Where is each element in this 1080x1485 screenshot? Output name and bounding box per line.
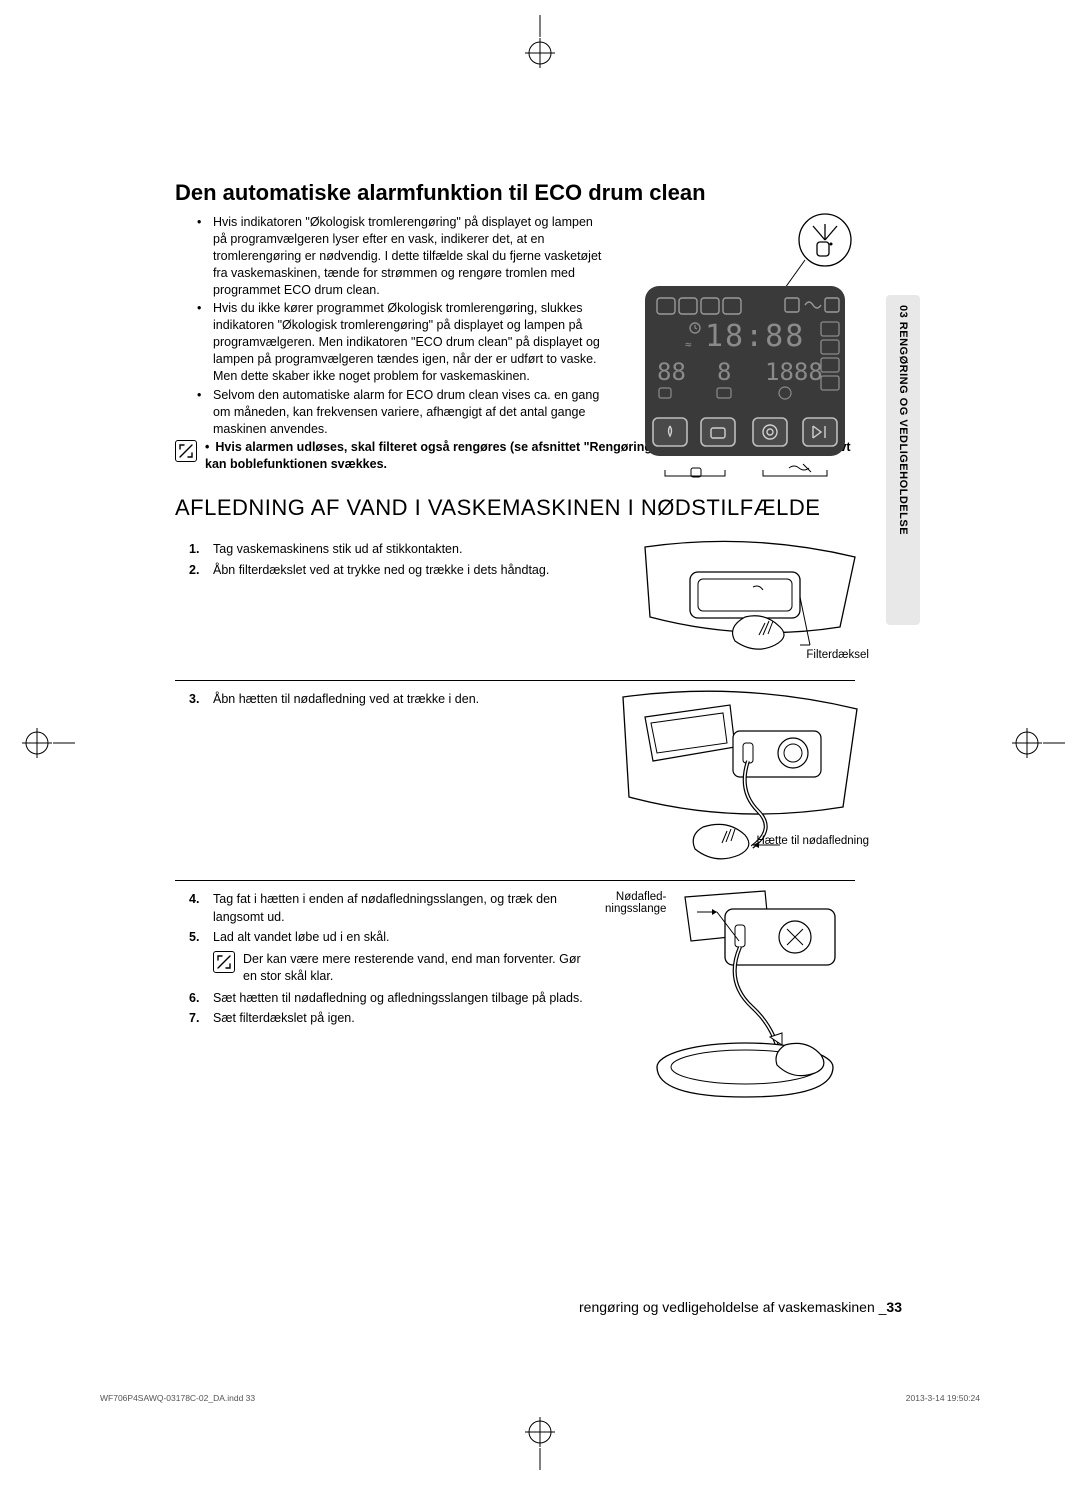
eco-bullet: Hvis du ikke kører programmet Økologisk …: [213, 300, 605, 384]
step-inline-note: Der kan være mere resterende vand, end m…: [213, 951, 595, 986]
export-timestamp: 2013-3-14 19:50:24: [906, 1393, 980, 1403]
running-footer: rengøring og vedligeholdelse af vaskemas…: [579, 1299, 902, 1315]
crop-mark-left: [15, 713, 75, 773]
eco-display-figure: 18:88 ≈ 88 8 1888: [635, 208, 865, 503]
crop-mark-bottom: [510, 1410, 570, 1470]
chapter-side-tab-label: 03 RENGØRING OG VEDLIGEHOLDELSE: [897, 305, 909, 535]
figure-label: Hætte til nødafledning: [756, 835, 869, 847]
drain-section: 1.Tag vaskemaskinens stik ud af stikkont…: [175, 531, 855, 1101]
crop-mark-top: [510, 15, 570, 75]
note-icon: [175, 440, 197, 462]
step-list: 3.Åbn hætten til nødafledning ved at træ…: [175, 691, 595, 866]
step-block-2: 3.Åbn hætten til nødafledning ved at træ…: [175, 681, 855, 881]
step-item: 2.Åbn filterdækslet ved at trykke ned og…: [213, 562, 595, 580]
indd-filename: WF706P4SAWQ-03178C-02_DA.indd 33: [100, 1393, 255, 1403]
step-list: 4.Tag fat i hætten i enden af nødafledni…: [175, 891, 595, 1087]
svg-text:18:88: 18:88: [705, 319, 805, 354]
page-content: Den automatiske alarmfunktion til ECO dr…: [175, 180, 855, 1101]
svg-text:8: 8: [717, 358, 731, 386]
chapter-side-tab: 03 RENGØRING OG VEDLIGEHOLDELSE: [886, 295, 920, 625]
step-item: 5.Lad alt vandet løbe ud i en skål.: [213, 929, 595, 947]
eco-bullet-list: Hvis indikatoren "Økologisk tromlerengør…: [175, 214, 605, 437]
svg-text:88: 88: [657, 358, 686, 386]
figure-drain-hose: Nødafled- ningsslange: [635, 887, 865, 1112]
step-list: 1.Tag vaskemaskinens stik ud af stikkont…: [175, 541, 595, 666]
figure-drain-cap: Hætte til nødafledning: [615, 687, 865, 882]
step-block-3: 4.Tag fat i hætten i enden af nødafledni…: [175, 881, 855, 1101]
svg-text:1888: 1888: [765, 358, 823, 386]
figure-filter-cover: Filterdæksel: [635, 537, 865, 682]
eco-heading: Den automatiske alarmfunktion til ECO dr…: [175, 180, 855, 206]
note-icon: [213, 951, 235, 973]
step-item: 1.Tag vaskemaskinens stik ud af stikkont…: [213, 541, 595, 559]
figure-label: Filterdæksel: [806, 649, 869, 661]
step-item: 7.Sæt filterdækslet på igen.: [213, 1010, 595, 1028]
step-item: 3.Åbn hætten til nødafledning ved at træ…: [213, 691, 595, 709]
eco-alarm-section: Den automatiske alarmfunktion til ECO dr…: [175, 180, 855, 473]
crop-mark-right: [1005, 713, 1065, 773]
step-item: 4.Tag fat i hætten i enden af nødafledni…: [213, 891, 595, 926]
step-item: 6.Sæt hætten til nødafledning og afledni…: [213, 990, 595, 1008]
eco-bullet: Hvis indikatoren "Økologisk tromlerengør…: [213, 214, 605, 298]
step-block-1: 1.Tag vaskemaskinens stik ud af stikkont…: [175, 531, 855, 681]
svg-text:≈: ≈: [685, 338, 692, 351]
eco-bullet: Selvom den automatiske alarm for ECO dru…: [213, 387, 605, 438]
figure-label: Nødafled- ningsslange: [605, 891, 666, 915]
